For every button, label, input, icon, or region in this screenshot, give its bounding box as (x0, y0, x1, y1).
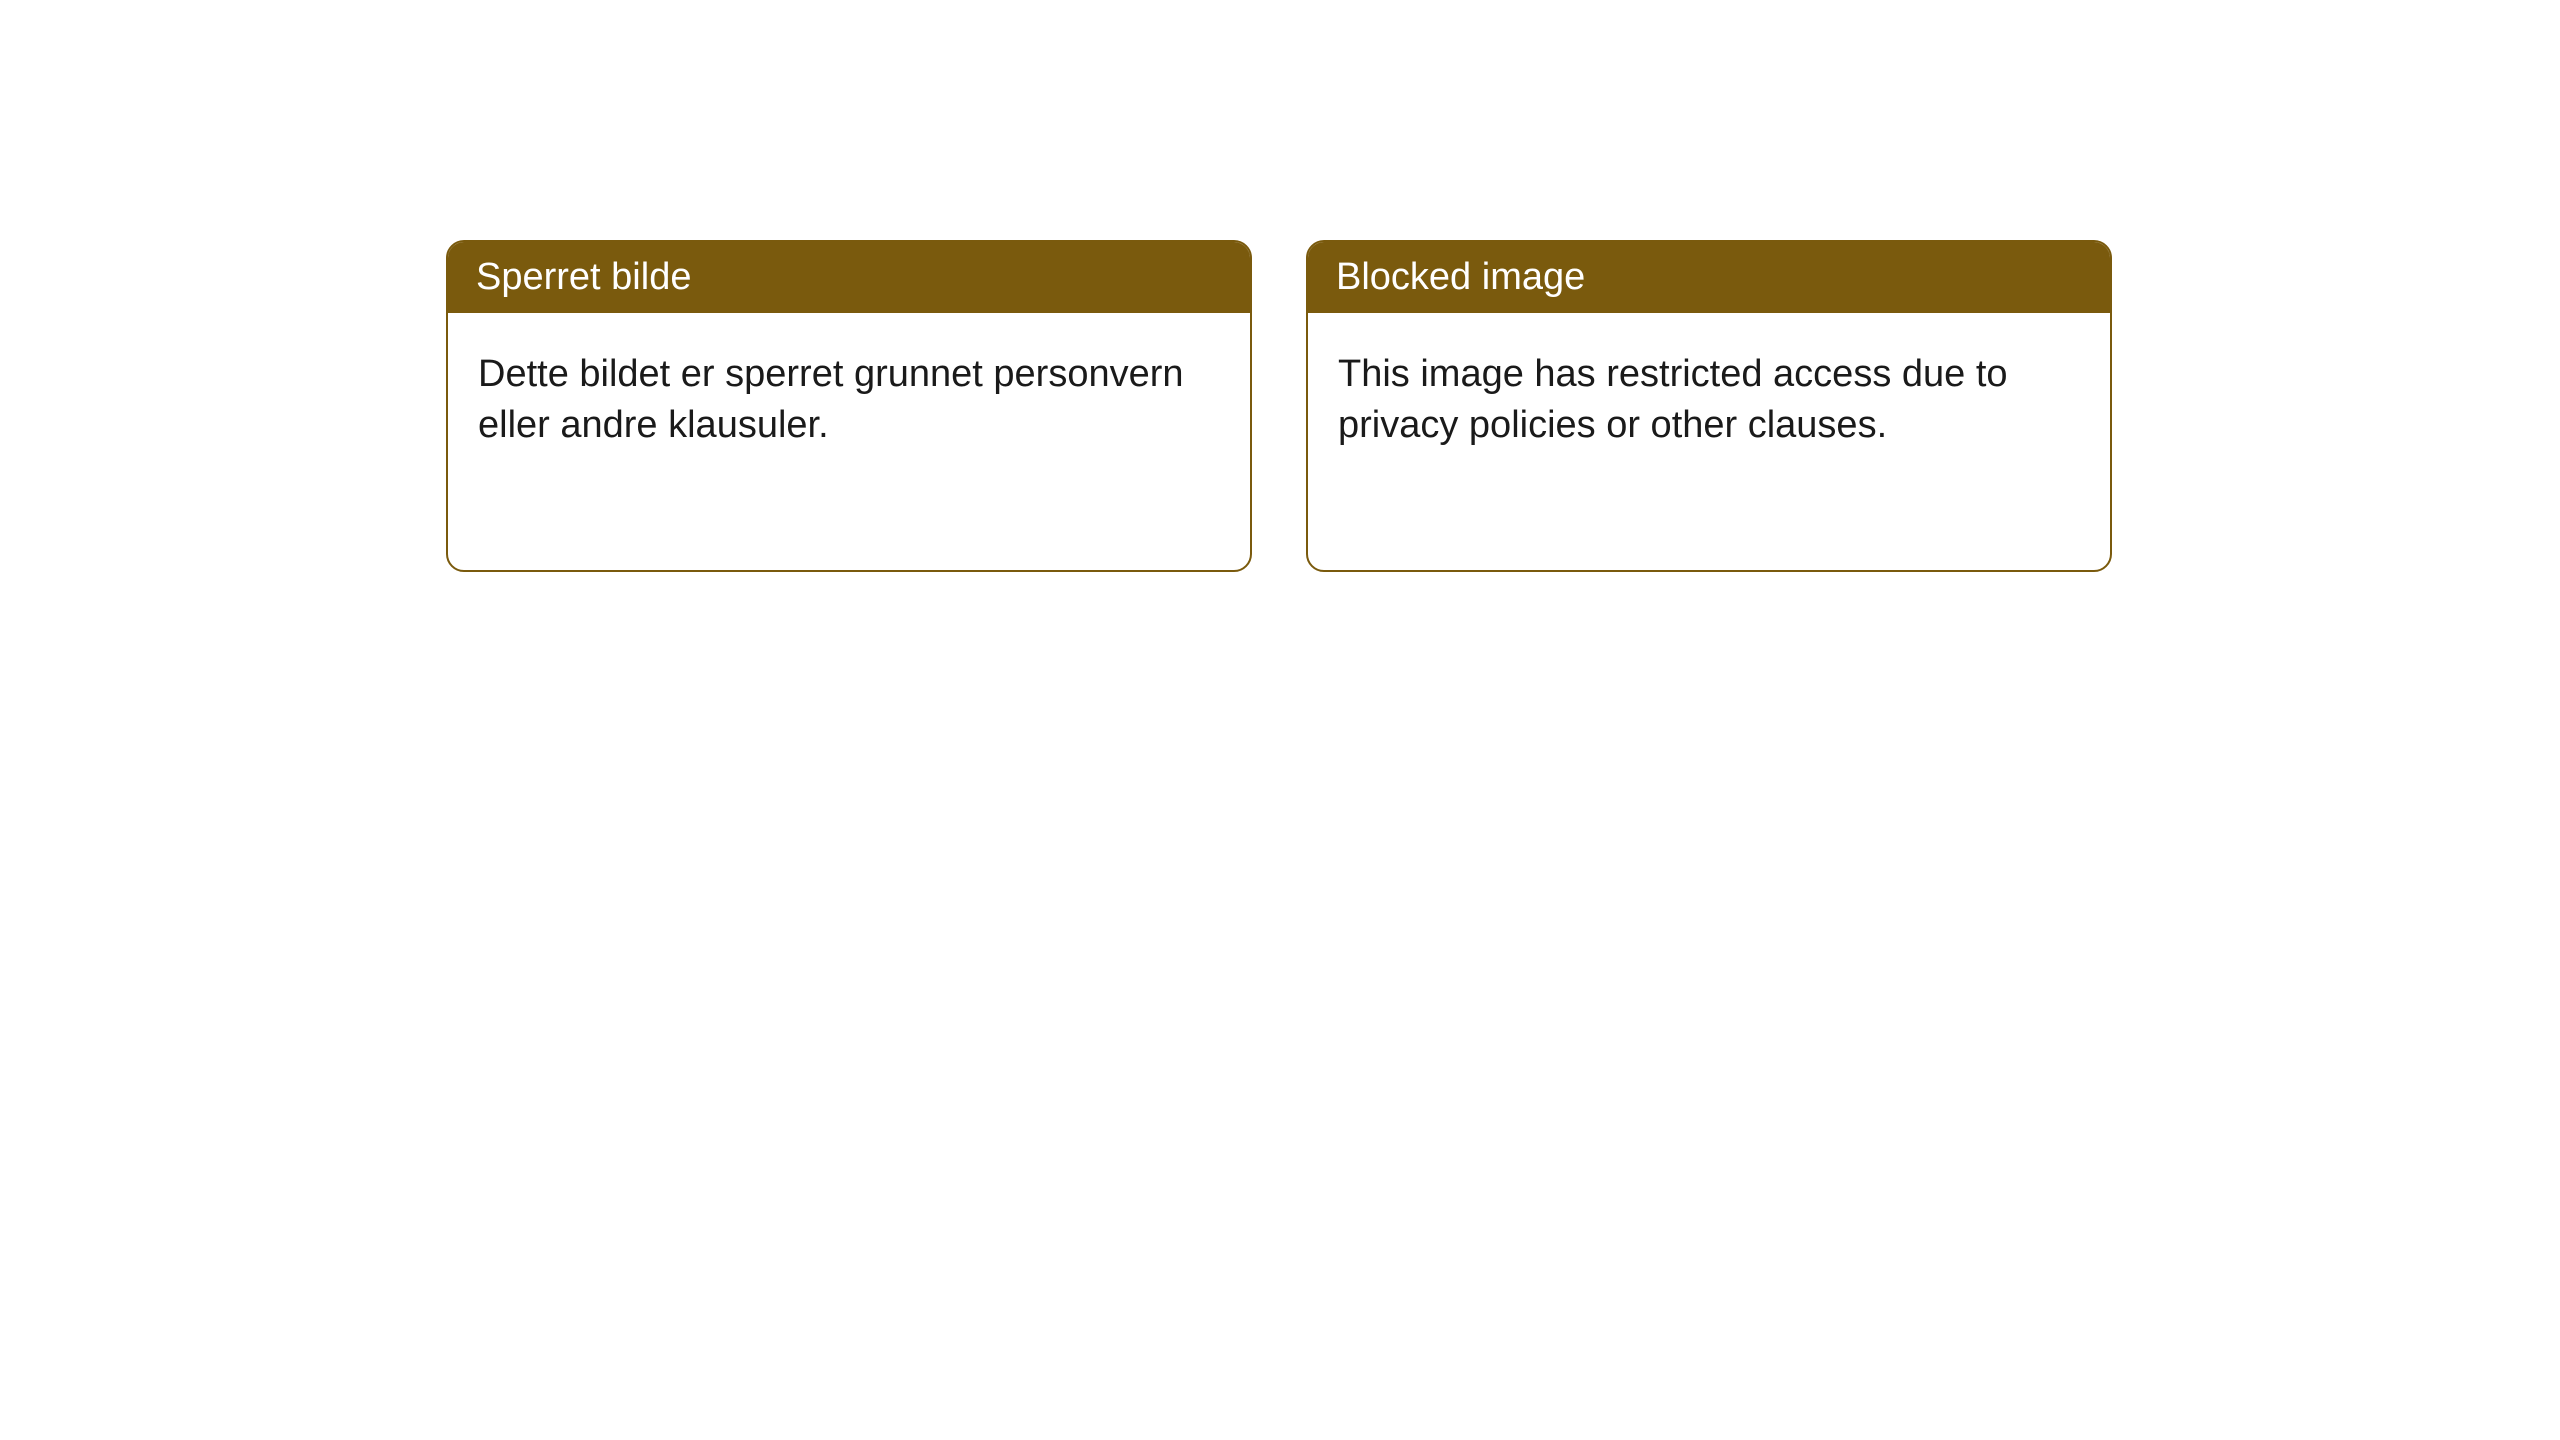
notice-card-english: Blocked image This image has restricted … (1306, 240, 2112, 572)
notice-header-text: Blocked image (1336, 256, 1585, 298)
notice-header: Blocked image (1308, 242, 2110, 313)
notice-body-text: Dette bildet er sperret grunnet personve… (478, 353, 1184, 446)
notice-body: Dette bildet er sperret grunnet personve… (448, 313, 1250, 488)
notice-header-text: Sperret bilde (476, 256, 691, 298)
notice-header: Sperret bilde (448, 242, 1250, 313)
notice-container: Sperret bilde Dette bildet er sperret gr… (446, 240, 2112, 572)
notice-card-norwegian: Sperret bilde Dette bildet er sperret gr… (446, 240, 1252, 572)
notice-body-text: This image has restricted access due to … (1338, 353, 2008, 446)
notice-body: This image has restricted access due to … (1308, 313, 2110, 488)
